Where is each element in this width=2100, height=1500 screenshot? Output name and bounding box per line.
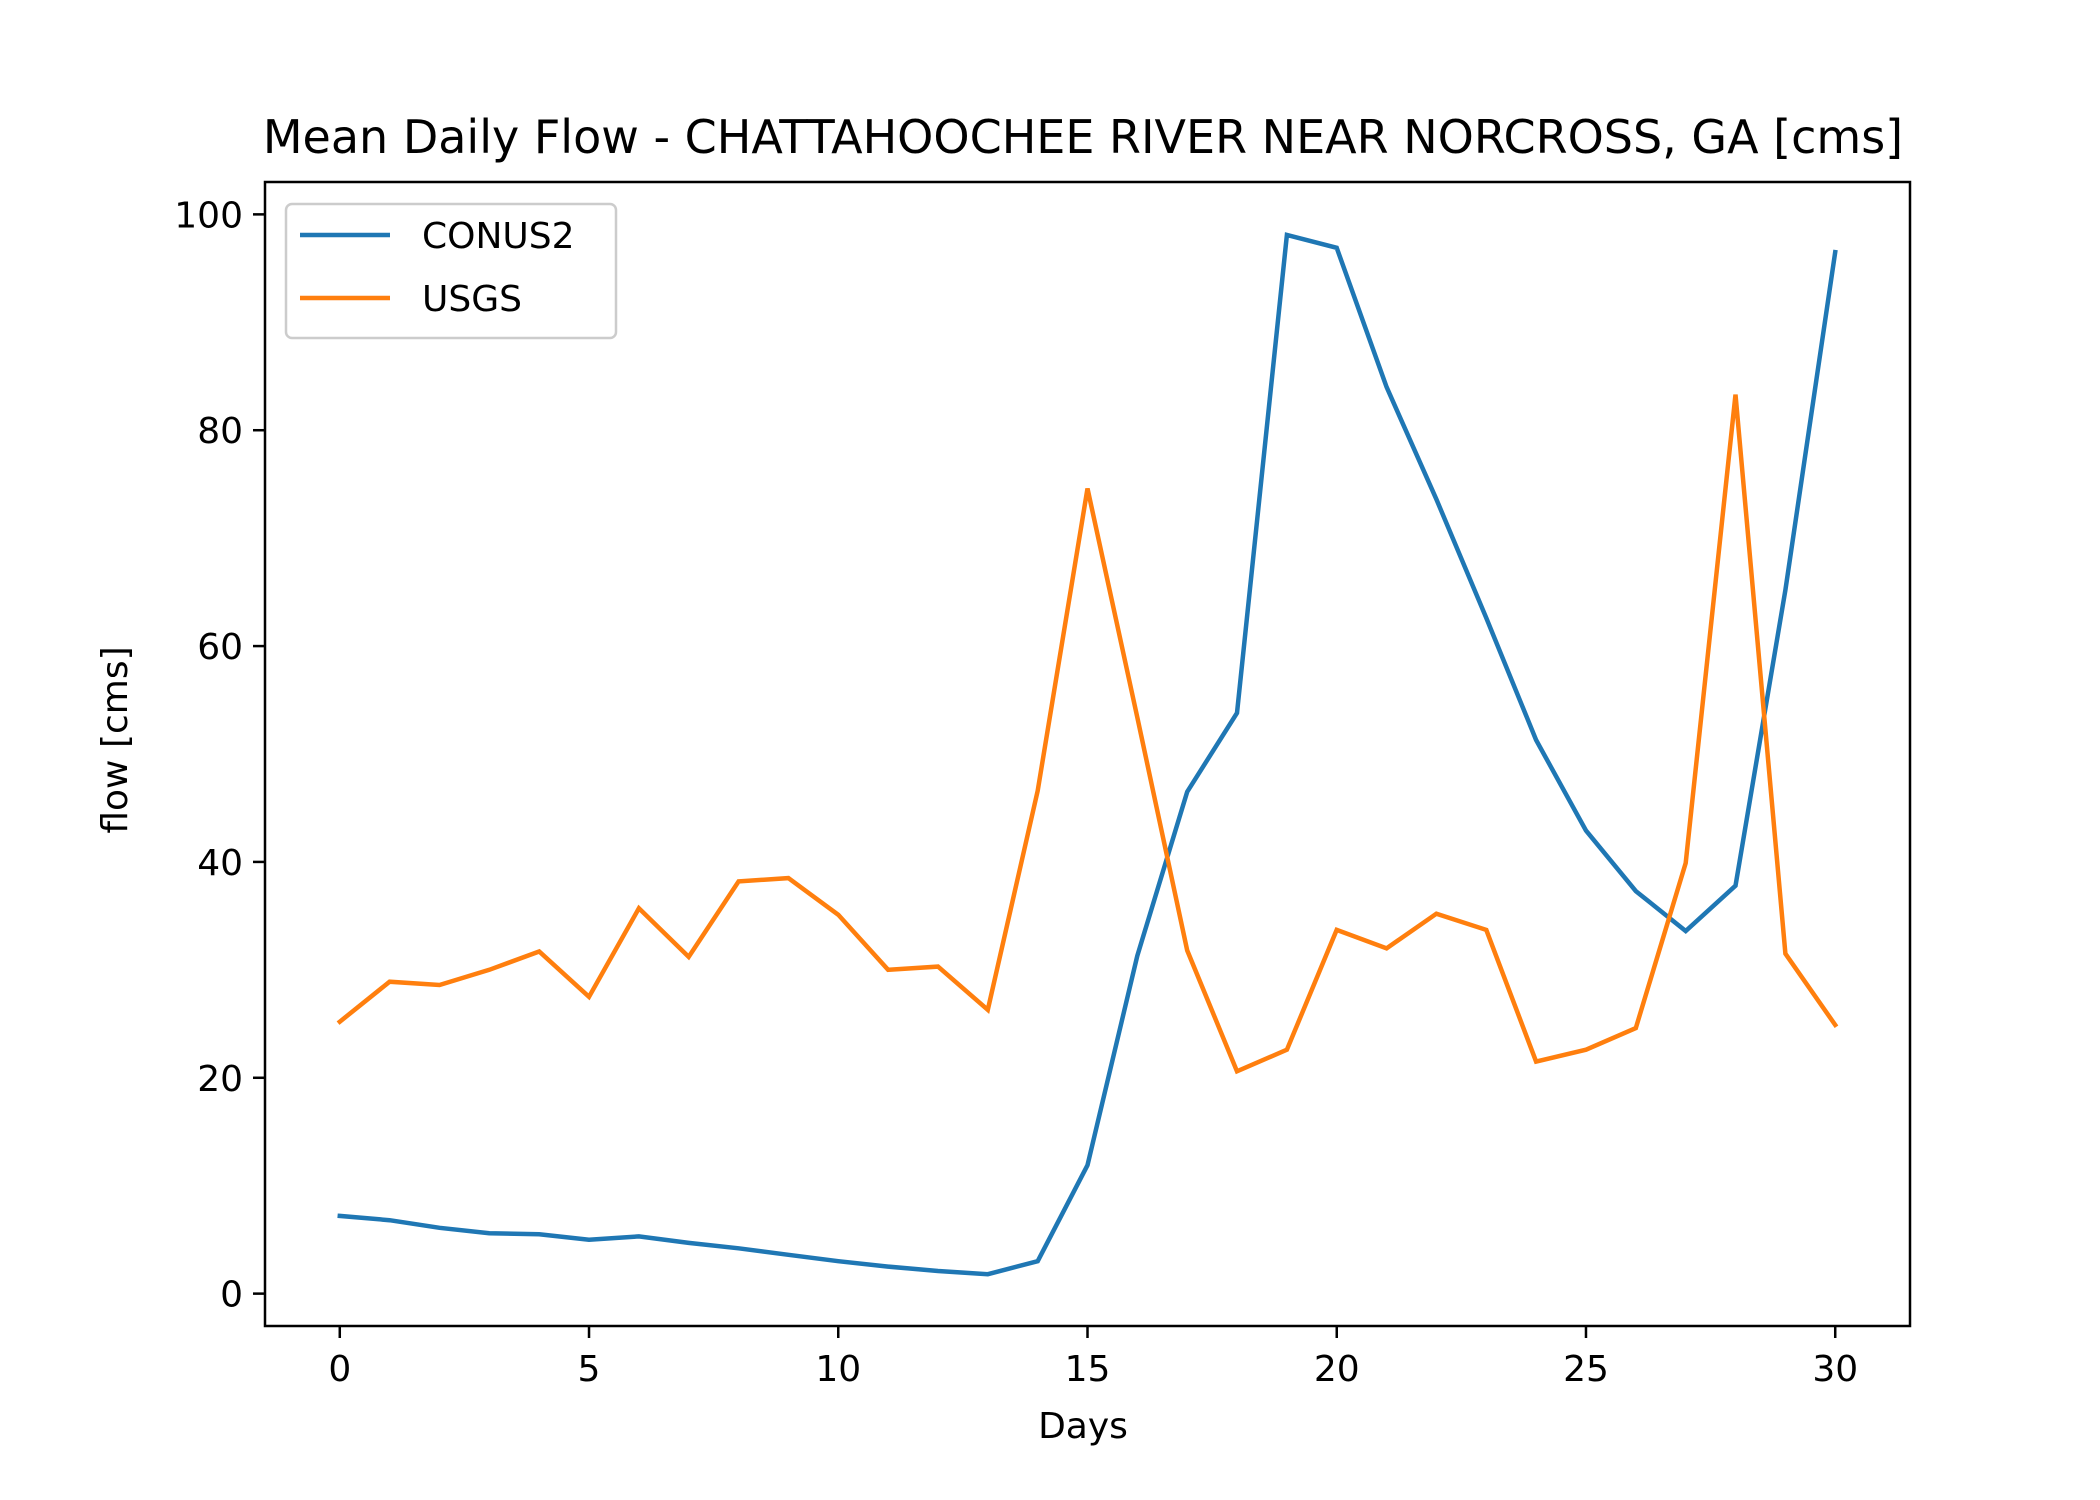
x-tick-label: 30 [1812, 1349, 1858, 1390]
x-tick-label: 10 [815, 1349, 861, 1390]
x-tick-label: 15 [1065, 1349, 1111, 1390]
series-layer [336, 232, 1839, 1277]
y-axis-ticks: 0 20 40 60 80 100 [174, 195, 265, 1316]
y-tick-label: 80 [197, 411, 243, 452]
legend: CONUS2 USGS [284, 202, 618, 340]
y-tick-label: 60 [197, 627, 243, 668]
series-line-conus2 [337, 232, 1838, 1277]
y-axis-label: flow [cms] [95, 646, 136, 833]
x-tick-label: 0 [328, 1349, 351, 1390]
y-tick-label: 20 [197, 1059, 243, 1100]
y-tick-label: 0 [220, 1275, 243, 1316]
x-axis-ticks: 0 5 10 15 20 25 30 [328, 1326, 1858, 1390]
y-tick-label: 100 [174, 195, 243, 236]
chart-title: Mean Daily Flow - CHATTAHOOCHEE RIVER NE… [263, 110, 1903, 164]
legend-label-usgs: USGS [422, 279, 522, 320]
legend-box [284, 202, 618, 340]
y-tick-label: 40 [197, 843, 243, 884]
x-tick-label: 5 [578, 1349, 601, 1390]
x-axis-label: Days [1038, 1406, 1128, 1447]
x-tick-label: 20 [1314, 1349, 1360, 1390]
legend-label-conus2: CONUS2 [422, 216, 575, 257]
x-tick-label: 25 [1563, 1349, 1609, 1390]
series-line-usgs [336, 394, 1839, 1075]
